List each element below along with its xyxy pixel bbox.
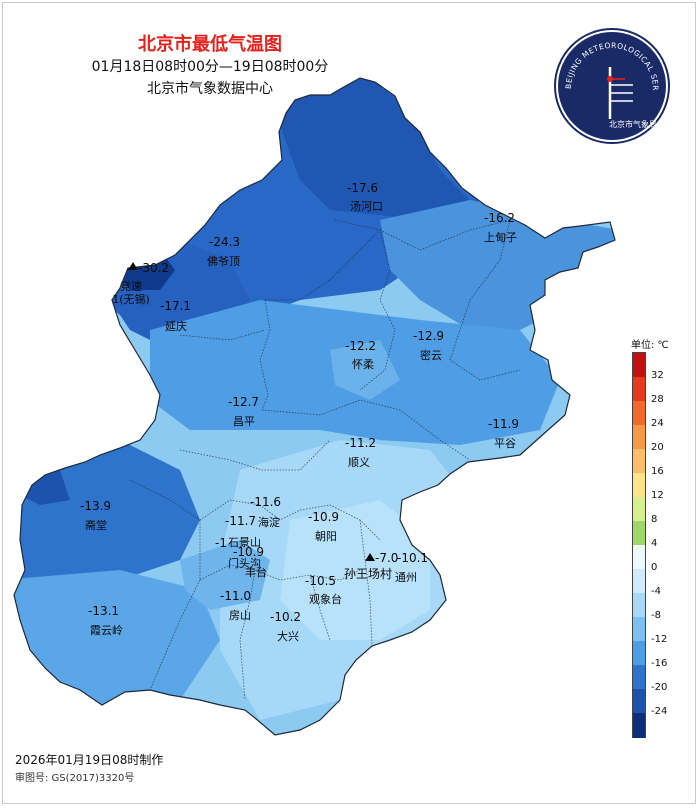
station-value: -10.9 — [308, 510, 340, 524]
legend-tick-label: 16 — [651, 466, 664, 477]
legend-bin — [633, 593, 645, 618]
station-value: -11.2 — [345, 436, 377, 450]
legend-tick-label: -4 — [651, 586, 661, 597]
station-name: 佛爷顶 — [207, 255, 240, 268]
station-name: 通州 — [395, 571, 417, 584]
station-name: 门头沟 — [228, 557, 261, 570]
station-value: -7.0 — [375, 551, 399, 565]
station-name: 斋堂 — [85, 519, 107, 532]
legend-bin — [633, 473, 645, 498]
legend-tick-label: -24 — [651, 706, 668, 717]
legend-tick-label: 12 — [651, 490, 664, 501]
station-value: -12.9 — [413, 329, 445, 343]
legend-tick-label: 20 — [651, 442, 664, 453]
station-value: -11.7 — [225, 514, 257, 528]
station-name: 孙王场村 — [344, 567, 393, 581]
legend-tick-label: -16 — [651, 658, 668, 669]
legend-bin — [633, 521, 645, 546]
station-name: 霞云岭 — [90, 624, 123, 637]
station-value: -11.6 — [250, 495, 282, 509]
station-value: -11.0 — [220, 589, 252, 603]
legend-bin — [633, 425, 645, 450]
station-name: 延庆 — [165, 320, 187, 333]
legend-tick-label: -12 — [651, 634, 668, 645]
legend-bin — [633, 665, 645, 690]
legend-bin — [633, 449, 645, 474]
station-name: 房山 — [229, 609, 251, 622]
legend-color-bar — [632, 352, 646, 738]
station-name: 昌平 — [233, 415, 255, 428]
legend-tick-label: 28 — [651, 394, 664, 405]
station-name: 大兴 — [277, 630, 299, 643]
station-name: 上甸子 — [484, 231, 517, 244]
station-value: -17.6 — [347, 181, 379, 195]
legend-bin — [633, 497, 645, 522]
legend-tick-label: -20 — [651, 682, 668, 693]
logo-cn-text: 北京市气象局 — [609, 119, 657, 129]
production-time: 2026年01月19日08时制作 — [15, 753, 164, 767]
station-name: 海淀 — [258, 516, 280, 529]
meteorological-service-logo: BEIJING METEOROLOGICAL SERVICE 北京市气象局 — [553, 27, 670, 144]
station-value: -16.2 — [484, 211, 516, 225]
station-name: 丰台 — [245, 566, 267, 579]
legend-bin — [633, 353, 645, 378]
legend-bin — [633, 617, 645, 642]
station-name: 观象台 — [309, 593, 342, 606]
station-name: 汤河口 — [350, 200, 383, 213]
station-value: -10.5 — [305, 574, 337, 588]
legend-bin — [633, 641, 645, 666]
legend-tick-label: 4 — [651, 538, 658, 549]
legend-bin — [633, 689, 645, 714]
station-value: -12.2 — [345, 339, 377, 353]
station-value: -17.1 — [160, 299, 192, 313]
station-value: -10.1 — [397, 551, 429, 565]
station-name: 顺义 — [348, 456, 370, 469]
station-marker-triangle — [365, 553, 375, 561]
station-name: 怀柔 — [352, 358, 374, 371]
station-name: 石景山 — [228, 536, 261, 549]
legend-tick-label: 24 — [651, 418, 664, 429]
map-period: 01月18日08时00分—19日08时00分 — [91, 59, 329, 75]
station-marker-triangle — [128, 262, 138, 270]
station-value: -1 — [215, 536, 227, 550]
legend-bin — [633, 569, 645, 594]
legend-bin — [633, 713, 645, 738]
legend-tick-label: 0 — [651, 562, 658, 573]
station-name: 竞速1(无锡) — [112, 280, 150, 306]
station-value: -13.1 — [88, 604, 120, 618]
data-center-label: 北京市气象数据中心 — [147, 81, 273, 97]
legend-unit: 单位: ℃ — [631, 340, 669, 351]
legend-bin — [633, 545, 645, 570]
station-name: 密云 — [420, 349, 442, 362]
station-name: 朝阳 — [315, 530, 337, 543]
station-value: -30.2 — [138, 261, 170, 275]
legend-tick-label: -8 — [651, 610, 661, 621]
station-value: -10.2 — [270, 610, 302, 624]
beijing-boundary — [13, 77, 616, 736]
station-name: 平谷 — [494, 437, 516, 450]
legend-bin — [633, 401, 645, 426]
station-value: -10.9 — [233, 545, 265, 559]
station-value: -11.9 — [488, 417, 520, 431]
map-title: 北京市最低气温图 — [138, 34, 282, 55]
legend-tick-label: 32 — [651, 370, 664, 381]
legend-bin — [633, 377, 645, 402]
station-value: -12.7 — [228, 395, 260, 409]
map-approval-number: 审图号: GS(2017)3320号 — [15, 773, 135, 784]
station-value: -24.3 — [209, 235, 241, 249]
station-value: -13.9 — [80, 499, 112, 513]
legend-tick-label: 8 — [651, 514, 658, 525]
